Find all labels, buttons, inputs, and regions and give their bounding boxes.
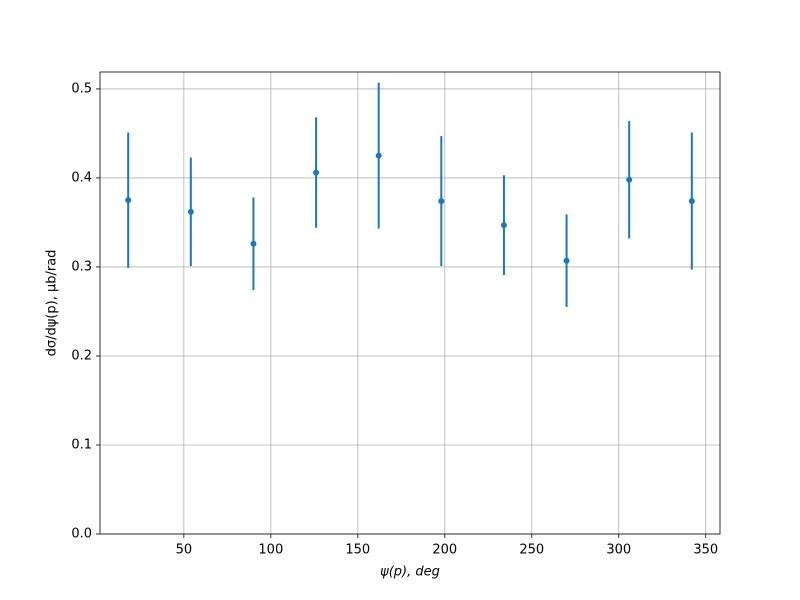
data-point (375, 152, 382, 159)
y-tick-label: 0.0 (71, 527, 92, 542)
y-axis-label: dσ/dψ(p), μb/rad (45, 250, 60, 357)
y-tick-label: 0.1 (71, 437, 92, 452)
x-tick-label: 350 (693, 543, 718, 558)
x-tick-label: 100 (258, 543, 283, 558)
x-tick-label: 150 (345, 543, 370, 558)
x-tick-label: 300 (606, 543, 631, 558)
y-tick-label: 0.3 (71, 259, 92, 274)
data-point (563, 257, 570, 264)
data-point (250, 240, 257, 247)
y-tick-label: 0.4 (71, 170, 92, 185)
x-tick-label: 200 (432, 543, 457, 558)
x-tick-label: 50 (176, 543, 193, 558)
data-point (438, 198, 445, 205)
x-axis-label: ψ(p), deg (380, 565, 440, 580)
data-point (125, 197, 132, 204)
data-point (313, 169, 320, 176)
data-point (500, 222, 507, 229)
y-tick-label: 0.2 (71, 348, 92, 363)
data-point (626, 176, 633, 183)
plot-frame (99, 71, 721, 535)
x-tick-label: 250 (519, 543, 544, 558)
data-point (187, 208, 194, 215)
data-point (688, 198, 695, 205)
y-tick-label: 0.5 (71, 81, 92, 96)
